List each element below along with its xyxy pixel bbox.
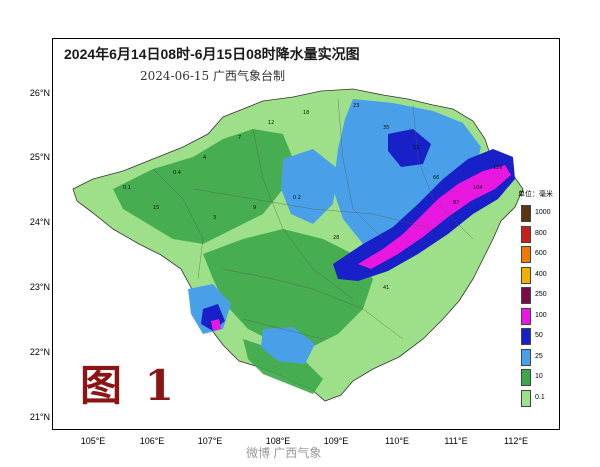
legend-label-600: 600: [535, 250, 547, 257]
lon-tick-106: 106°E: [139, 436, 165, 446]
legend-label-1000: 1000: [535, 209, 551, 216]
station-value: 9: [253, 205, 256, 211]
legend-label-50: 50: [535, 332, 543, 339]
lon-tick-105: 105°E: [80, 436, 106, 446]
lat-tick-25: 25°N: [29, 152, 50, 162]
station-value: 4: [203, 155, 206, 161]
legend-label-100: 100: [535, 311, 547, 319]
rain-10mm-south: [243, 339, 323, 394]
legend-swatch-400: [521, 266, 531, 284]
lon-tick-111: 111°E: [444, 436, 468, 446]
station-value: 66: [433, 175, 439, 181]
legend-swatch-600: [521, 246, 531, 263]
county-boundaries: [152, 98, 474, 340]
legend-swatch-0.1: [521, 389, 531, 407]
station-value: 0.4: [173, 170, 181, 176]
rain-100mm-core: [358, 165, 511, 269]
station-value: 12: [268, 120, 274, 126]
rain-10mm-west: [113, 129, 293, 244]
legend-swatch-100: [521, 307, 531, 325]
lat-tick-22: 22°N: [29, 347, 50, 357]
station-value: 104: [473, 185, 483, 191]
station-value: 15: [153, 205, 159, 211]
legend-unit: 单位：毫米: [518, 191, 553, 198]
legend-label-400: 400: [535, 270, 547, 278]
precipitation-map: 0.1 0.4 4 7 12 18 23 35 52 66 87 104 126 3 9 0.2 15 28 41: [72, 88, 524, 402]
map-title: 2024年6月14日08时-6月15日08时降水量实况图: [64, 46, 360, 62]
legend-label-250: 250: [535, 291, 547, 298]
rain-25mm-west: [281, 149, 338, 224]
station-value: 23: [353, 103, 359, 109]
watermark: 微博 广西气象: [246, 446, 322, 460]
station-value: 35: [383, 125, 389, 131]
map-frame: 0.1 0.4 4 7 12 18 23 35 52 66 87 104 126 3 9 0.2 15 28 41: [52, 38, 560, 430]
station-values: 0.1 0.4 4 7 12 18 23 35 52 66 87 104 126 3 9 0.2 15 28 41: [123, 103, 503, 291]
legend-label-800: 800: [535, 229, 547, 237]
legend-label-10: 10: [535, 373, 543, 380]
legend-swatch-50: [521, 328, 531, 345]
station-value: 87: [453, 200, 459, 206]
lat-tick-23: 23°N: [29, 282, 50, 292]
lon-tick-108: 108°E: [265, 436, 291, 446]
lat-tick-24: 24°N: [29, 217, 50, 227]
station-value: 7: [238, 135, 241, 141]
rain-50mm-north: [388, 129, 431, 167]
rain-10mm-central: [203, 229, 373, 349]
legend-label-25: 25: [535, 352, 543, 360]
lat-tick-21: 21°N: [29, 412, 50, 422]
figure-label: 图 1: [80, 361, 178, 410]
station-value: 126: [493, 165, 503, 171]
legend-label-0.1: 0.1: [535, 393, 545, 401]
station-value: 0.2: [293, 195, 301, 201]
map-subtitle: 2024-06-15 广西气象台制: [140, 69, 286, 83]
legend-swatch-800: [521, 225, 531, 243]
station-value: 41: [383, 285, 389, 291]
lon-tick-109: 109°E: [323, 436, 349, 446]
legend-swatch-25: [521, 348, 531, 366]
lon-tick-112: 112°E: [504, 436, 528, 446]
station-value: 52: [413, 145, 419, 151]
station-value: 18: [303, 110, 309, 116]
lat-tick-26: 26°N: [29, 88, 50, 98]
rain-100mm-spot: [211, 319, 221, 331]
station-value: 0.1: [123, 185, 131, 191]
lon-tick-110: 110°E: [385, 436, 409, 446]
legend-swatch-1000: [521, 205, 531, 222]
legend-swatch-250: [521, 287, 531, 304]
station-value: 28: [333, 235, 339, 241]
rain-25mm-south: [261, 327, 315, 364]
legend-swatch-10: [521, 369, 531, 386]
lon-tick-107: 107°E: [197, 436, 223, 446]
station-value: 3: [213, 215, 216, 221]
